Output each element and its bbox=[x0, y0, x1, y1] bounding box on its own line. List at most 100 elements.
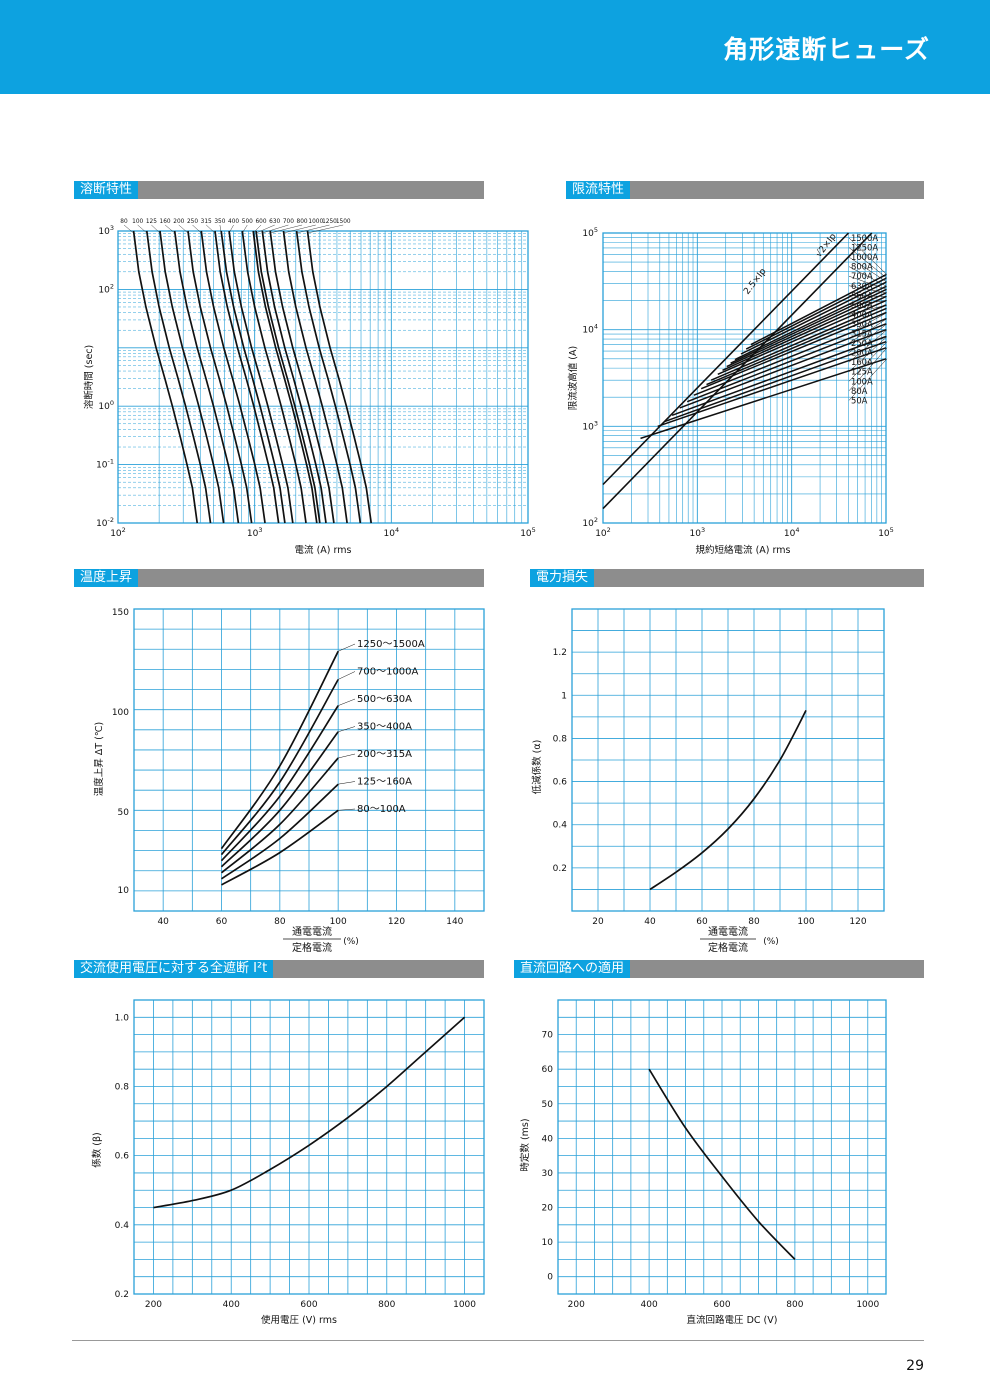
dc-x-tick-label: 800 bbox=[786, 1300, 803, 1310]
melting-rating-label: 350 bbox=[214, 219, 225, 225]
power-loss-y-tick-label: 0.8 bbox=[553, 734, 568, 744]
limiting-legend-leader bbox=[848, 300, 888, 306]
dc-y-tick-label: 40 bbox=[542, 1134, 554, 1144]
power-loss-x-label-bottom: 定格電流 bbox=[708, 941, 748, 954]
limiting-legend-label: 125A bbox=[851, 367, 873, 377]
temp-rise-x-label-top: 通電電流 bbox=[292, 925, 332, 938]
melting-rating-leader bbox=[242, 224, 248, 234]
section-title-power-loss: 電力損失 bbox=[530, 569, 595, 587]
melting-curve-160 bbox=[173, 230, 240, 524]
melting-rating-label: 600 bbox=[255, 219, 266, 225]
melting-rating-label: 1500 bbox=[336, 219, 351, 225]
power-loss-x-tick-label: 60 bbox=[696, 917, 708, 927]
melting-rating-leader bbox=[151, 224, 161, 234]
limiting-series-500A bbox=[717, 299, 887, 375]
temp-rise-x-tick-label: 140 bbox=[446, 917, 463, 927]
page-number: 29 bbox=[906, 1358, 924, 1374]
temp-rise-y-axis-label: 温度上昇 ΔT (℃) bbox=[93, 722, 105, 796]
melting-y-tick-label: 103 bbox=[98, 224, 114, 237]
power-loss-y-tick-label: 1.2 bbox=[553, 648, 567, 658]
temp-rise-x-tick-label: 60 bbox=[216, 917, 228, 927]
temp-rise-series-4 bbox=[220, 705, 339, 862]
melting-rating-leader bbox=[253, 224, 262, 234]
ac-i2t-x-tick-label: 1000 bbox=[453, 1300, 476, 1310]
limiting-legend-label: 1250A bbox=[851, 243, 878, 253]
dc-x-tick-label: 200 bbox=[568, 1300, 585, 1310]
temp-rise-series-5 bbox=[220, 679, 339, 856]
section-bar-temp-rise: 温度上昇 bbox=[74, 569, 484, 587]
section-title-melting: 溶断特性 bbox=[74, 181, 139, 199]
temp-rise-series-2 bbox=[220, 757, 339, 874]
limiting-series-200A bbox=[686, 323, 887, 403]
melting-y-tick-label: 10-2 bbox=[96, 516, 114, 529]
melting-x-tick-label: 104 bbox=[384, 526, 400, 539]
ac-i2t-y-tick-label: 0.6 bbox=[115, 1152, 130, 1162]
melting-rating-label: 125 bbox=[146, 219, 157, 225]
melting-curve-400 bbox=[228, 230, 294, 524]
ac-i2t-frame bbox=[133, 999, 485, 1295]
ac-i2t-y-tick-label: 0.2 bbox=[115, 1290, 129, 1300]
melting-y-axis-label: 溶断時間 (sec) bbox=[83, 345, 95, 409]
limiting-series-125A bbox=[671, 335, 887, 417]
melting-curve-1250 bbox=[295, 230, 362, 524]
limiting-series-250A bbox=[693, 318, 887, 396]
melting-rating-leader bbox=[137, 224, 147, 234]
limiting-legend-leader bbox=[848, 295, 888, 297]
limiting-legend-label: 350A bbox=[851, 319, 873, 329]
melting-rating-label: 315 bbox=[201, 219, 212, 225]
limiting-legend-label: 160A bbox=[851, 357, 873, 367]
dc-y-tick-label: 70 bbox=[542, 1031, 554, 1041]
limiting-y-tick-label: 104 bbox=[582, 323, 598, 336]
section-bar-dc: 直流回路への適用 bbox=[514, 960, 924, 978]
melting-rating-label: 250 bbox=[187, 219, 198, 225]
limiting-series-80A bbox=[657, 347, 887, 428]
power-loss-x-tick-label: 100 bbox=[797, 917, 814, 927]
limiting-legend-leader bbox=[848, 323, 888, 353]
dc-y-tick-label: 50 bbox=[542, 1100, 554, 1110]
melting-curve-700 bbox=[261, 230, 327, 524]
melting-curve-1000 bbox=[282, 230, 348, 524]
melting-rating-leader bbox=[206, 224, 216, 234]
ac-i2t-x-tick-label: 600 bbox=[300, 1300, 317, 1310]
limiting-series-800A bbox=[734, 285, 887, 361]
temp-rise-x-tick-label: 120 bbox=[388, 917, 405, 927]
melting-curve-630 bbox=[255, 230, 321, 524]
dc-x-tick-label: 400 bbox=[641, 1300, 658, 1310]
temp-rise-series-label: 700〜1000A bbox=[357, 667, 419, 678]
limiting-legend-label: 100A bbox=[851, 376, 873, 386]
banner-title: 角形速断ヒューズ bbox=[723, 35, 930, 64]
melting-rating-label: 400 bbox=[228, 219, 239, 225]
temp-rise-x-tick-label: 80 bbox=[274, 917, 286, 927]
limiting-series-1000A bbox=[740, 281, 887, 355]
power-loss-y-tick-label: 0.4 bbox=[553, 821, 568, 831]
limiting-legend-leader bbox=[848, 329, 888, 363]
dc-frame bbox=[557, 999, 887, 1295]
melting-rating-label: 1000 bbox=[308, 219, 323, 225]
power-loss-x-tick-label: 120 bbox=[849, 917, 866, 927]
melting-rating-label: 100 bbox=[132, 219, 143, 225]
section-bar-ac-i2t: 交流使用電圧に対する全遮断 I²t bbox=[74, 960, 484, 978]
temp-rise-series-label: 80〜100A bbox=[357, 804, 406, 815]
power-loss-y-axis-label: 低減係数 (α) bbox=[531, 740, 543, 795]
limiting-y-tick-label: 102 bbox=[582, 516, 598, 529]
melting-rating-leader bbox=[228, 224, 234, 234]
ac-i2t-y-axis-label: 係数 (β) bbox=[91, 1132, 103, 1168]
dc-y-axis-label: 時定数 (ms) bbox=[519, 1118, 531, 1171]
ac-i2t-x-tick-label: 200 bbox=[145, 1300, 162, 1310]
limiting-y-tick-label: 103 bbox=[582, 419, 598, 432]
limiting-annotation-2.5ip: 2.5×Ip bbox=[742, 267, 769, 297]
limiting-legend-leader bbox=[848, 256, 888, 283]
power-loss-y-tick-label: 1 bbox=[561, 691, 567, 701]
ac-i2t-y-tick-label: 1.0 bbox=[115, 1013, 130, 1023]
limiting-series-630A bbox=[726, 292, 887, 368]
melting-rating-label: 160 bbox=[160, 219, 171, 225]
power-loss-x-tick-label: 80 bbox=[748, 917, 760, 927]
temp-rise-label-leader bbox=[338, 643, 356, 652]
limiting-legend-label: 700A bbox=[851, 271, 873, 281]
melting-curve-250 bbox=[200, 230, 266, 524]
melting-y-tick-label: 102 bbox=[98, 282, 114, 295]
limiting-series-700A bbox=[730, 288, 887, 364]
limiting-legend-label: 800A bbox=[851, 262, 873, 272]
melting-x-axis-label: 電流 (A) rms bbox=[295, 544, 352, 556]
